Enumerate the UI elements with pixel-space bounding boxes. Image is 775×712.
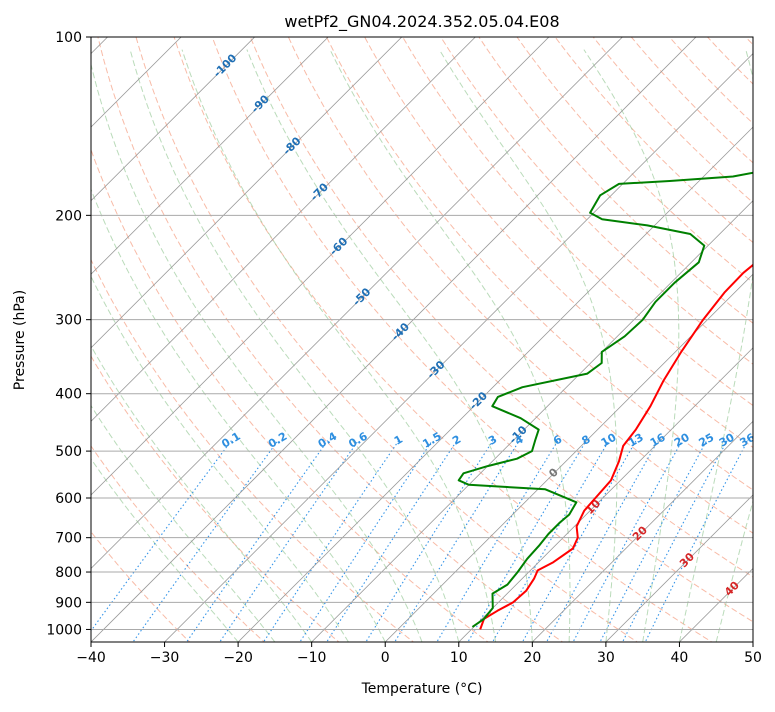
dry-adiabat (395, 24, 775, 645)
y-tick-label: 200 (55, 208, 82, 224)
x-tick-label: −30 (150, 650, 180, 666)
isotherm-line (0, 24, 194, 645)
y-tick-label: 900 (55, 595, 82, 611)
isotherm-label: -100 (211, 51, 240, 80)
x-tick-label: −40 (76, 650, 106, 666)
dry-adiabat (696, 24, 775, 645)
chart-title: wetPf2_GN04.2024.352.05.04.E08 (284, 12, 559, 32)
mixing-ratio-line (572, 441, 682, 645)
mixing-ratio-label: 20 (672, 431, 692, 450)
moist-adiabat (0, 50, 275, 642)
isotherm-label: 30 (677, 550, 697, 570)
y-tick-label: 100 (55, 30, 82, 46)
moist-adiabat (52, 50, 386, 642)
mixing-ratio-label: 16 (648, 431, 668, 450)
profile-series (459, 37, 775, 629)
dry-adiabat (621, 24, 775, 645)
mixing-ratio-label: 2 (450, 433, 463, 448)
dry-adiabat (771, 24, 775, 645)
x-tick-label: 0 (381, 650, 390, 666)
isotherm-label: -90 (249, 92, 272, 115)
x-tick-label: 10 (450, 650, 468, 666)
moist-adiabat (0, 50, 238, 642)
moist-adiabat (439, 50, 617, 642)
dry-adiabat (20, 24, 417, 645)
x-tick-label: 30 (597, 650, 615, 666)
line-labels: -100-90-80-70-60-50-40-30-20-10010203040… (211, 51, 758, 599)
isotherm-line (751, 24, 775, 645)
y-tick-label: 300 (55, 313, 82, 329)
plot-frame (91, 37, 753, 642)
dry-adiabat (283, 24, 775, 645)
isotherm-label: 40 (722, 579, 742, 599)
y-tick-label: 600 (55, 491, 82, 507)
x-tick-label: 20 (523, 650, 541, 666)
mixing-ratio-line (298, 441, 432, 645)
mixing-ratio-label: 3 (486, 433, 499, 448)
moist-adiabat (0, 50, 312, 642)
mixing-ratio-line (521, 441, 636, 645)
isotherm-line (530, 24, 775, 645)
x-axis-label: Temperature (°C) (361, 681, 483, 697)
mixing-ratio-line (436, 441, 559, 645)
y-tick-label: 500 (55, 444, 82, 460)
mixing-ratio-label: 25 (697, 431, 717, 450)
isotherm-line (15, 24, 636, 645)
mixing-ratio-line (81, 441, 231, 645)
isotherm-line (0, 24, 489, 645)
x-tick-label: 40 (671, 650, 689, 666)
mixing-ratio-label: 13 (626, 431, 646, 450)
y-axis-label: Pressure (hPa) (12, 290, 28, 390)
moist-adiabat (679, 50, 761, 642)
pressure-grid (91, 37, 753, 629)
mixing-ratio-label: 0.1 (219, 430, 242, 451)
isotherm-line (0, 24, 268, 645)
mixing-ratio-label: 0.4 (316, 430, 340, 451)
mixing-ratio-label: 0.6 (346, 429, 370, 450)
x-tick-label: 50 (744, 650, 762, 666)
x-tick-label: −10 (297, 650, 327, 666)
y-tick-label: 800 (55, 565, 82, 581)
mixing-ratio-label: 1 (392, 433, 405, 448)
moist-adiabat (88, 50, 423, 642)
background-lines (0, 24, 775, 645)
y-tick-label: 700 (55, 531, 82, 547)
dry-adiabat (132, 24, 641, 645)
isotherm-label: 20 (630, 523, 650, 543)
mixing-ratio-label: 6 (551, 432, 564, 447)
dry-adiabat (658, 24, 775, 645)
y-tick-label: 1000 (46, 622, 82, 638)
isotherm-label: -40 (389, 320, 412, 343)
isotherm-label: -30 (424, 358, 447, 381)
x-tick-label: −20 (223, 650, 253, 666)
dry-adiabat (57, 24, 491, 645)
dry-adiabat (245, 24, 775, 645)
dewpoint-line (459, 37, 775, 627)
mixing-ratio-line (644, 441, 748, 645)
y-tick-label: 400 (55, 387, 82, 403)
dry-adiabat (95, 24, 566, 645)
moist-adiabat (716, 50, 775, 642)
dry-adiabat (0, 24, 267, 645)
moist-adiabat (182, 50, 496, 642)
isotherm-label: -50 (350, 285, 373, 308)
dry-adiabat (508, 24, 775, 645)
isotherm-line (677, 24, 775, 645)
dry-adiabat (433, 24, 775, 645)
mixing-ratio-label: 1.5 (420, 430, 443, 451)
dry-adiabat (358, 24, 775, 645)
